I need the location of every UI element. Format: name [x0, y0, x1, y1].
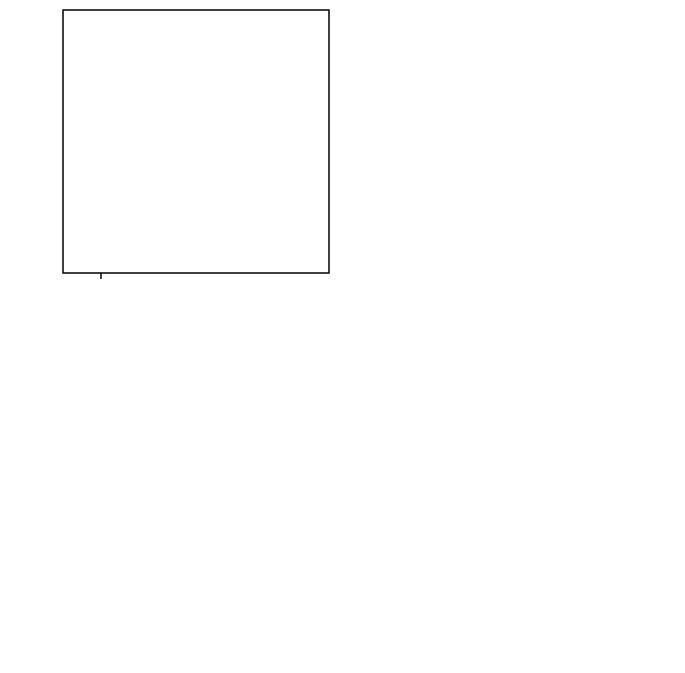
figure-svg: [0, 0, 685, 673]
panel-border-A: [63, 10, 329, 273]
figure-container: [0, 0, 685, 673]
